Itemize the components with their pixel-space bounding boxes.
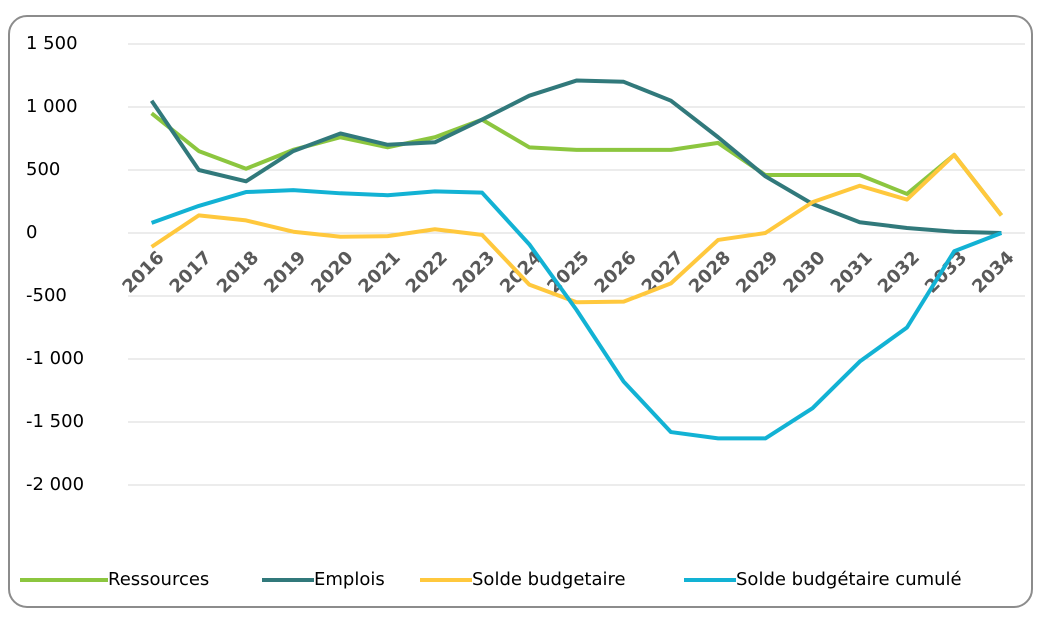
legend-label: Emplois <box>314 569 385 590</box>
y-tick-label: -2 000 <box>26 474 84 495</box>
y-tick-label: 500 <box>26 159 60 180</box>
series-line <box>150 152 1003 305</box>
y-tick-label: 1 500 <box>26 33 78 54</box>
series-line <box>149 78 1002 235</box>
legend-label: Solde budgétaire cumulé <box>736 569 962 590</box>
y-tick-label: -1 000 <box>26 348 84 369</box>
legend-label: Ressources <box>108 569 209 590</box>
y-tick-label: 1 000 <box>26 96 78 117</box>
y-tick-label: -500 <box>26 285 67 306</box>
chart-frame <box>8 15 1033 608</box>
y-tick-label: 0 <box>26 222 37 243</box>
y-tick-label: -1 500 <box>26 411 84 432</box>
series-line <box>150 188 1003 441</box>
legend-label: Solde budgetaire <box>472 569 626 590</box>
